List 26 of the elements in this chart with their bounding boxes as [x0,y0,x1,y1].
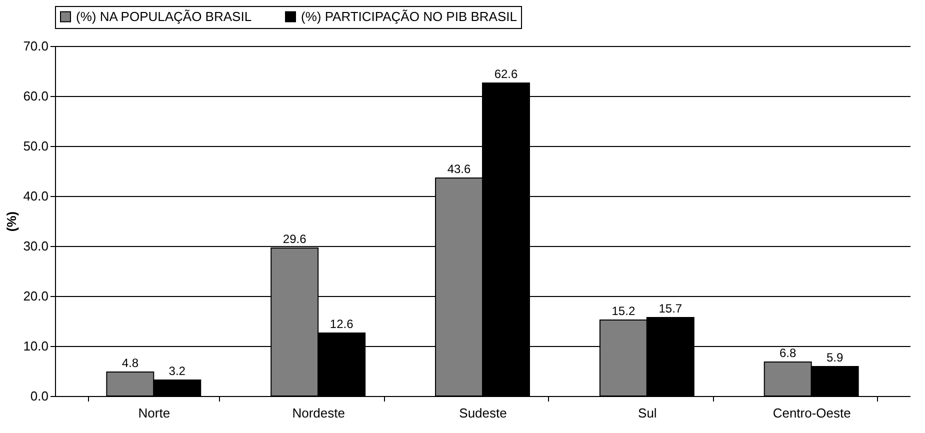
x-tick-label: Norte [138,406,170,420]
data-label: 4.8 [122,356,139,370]
legend-label: (%) NA POPULAÇÃO BRASIL [76,8,252,24]
data-label: 29.6 [282,232,307,246]
y-tick-label: 0.0 [30,388,48,404]
y-tick-label: 10.0 [23,338,48,354]
data-label: 12.6 [330,317,354,331]
y-axis-title: (%) [4,211,20,232]
data-label: 62.6 [494,67,518,81]
x-tick-label: Sudeste [459,406,507,420]
data-label: 43.6 [447,162,472,176]
y-tick-label: 60.0 [23,88,48,104]
data-label: 6.8 [780,346,797,360]
data-label: 15.7 [658,302,682,316]
y-tick-label: 40.0 [23,188,48,204]
x-tick-label: Sul [638,406,657,420]
y-tick-label: 70.0 [23,38,48,54]
legend-label: (%) PARTICIPAÇÃO NO PIB BRASIL [301,8,517,24]
y-tick-label: 50.0 [23,138,48,154]
y-tick-label: 30.0 [23,238,48,254]
y-tick-label: 20.0 [23,288,48,304]
data-label: 15.2 [612,304,636,318]
x-tick-label: Centro-Oeste [772,406,851,420]
x-tick-label: Nordeste [292,406,345,420]
data-label: 3.2 [168,364,186,378]
data-label: 5.9 [826,350,844,364]
